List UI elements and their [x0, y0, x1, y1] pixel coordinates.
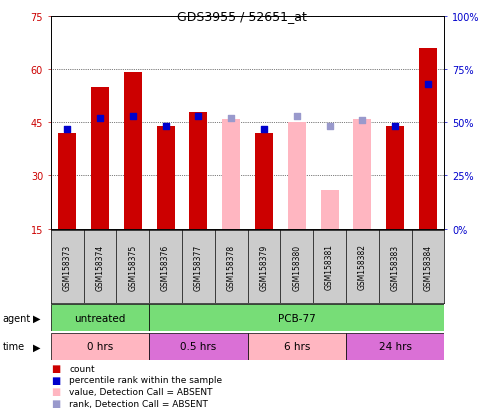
Bar: [91, 88, 109, 229]
Bar: [58, 133, 76, 229]
Bar: [156, 126, 174, 229]
Text: GSM158384: GSM158384: [424, 244, 432, 290]
Text: GDS3955 / 52651_at: GDS3955 / 52651_at: [177, 10, 306, 23]
Bar: [419, 48, 437, 229]
Text: ■: ■: [51, 387, 60, 396]
Bar: [354, 119, 371, 229]
Bar: [51, 304, 149, 332]
Text: GSM158373: GSM158373: [63, 244, 71, 290]
Point: [96, 115, 104, 122]
Point: [63, 126, 71, 133]
Bar: [51, 333, 149, 360]
Text: untreated: untreated: [74, 313, 126, 323]
Text: GSM158380: GSM158380: [292, 244, 301, 290]
Bar: [321, 190, 339, 229]
Point: [326, 124, 333, 131]
Text: rank, Detection Call = ABSENT: rank, Detection Call = ABSENT: [69, 399, 208, 408]
Point: [129, 113, 137, 120]
Text: 6 hrs: 6 hrs: [284, 342, 310, 351]
Point: [293, 113, 300, 120]
Bar: [386, 126, 404, 229]
Text: GSM158383: GSM158383: [391, 244, 399, 290]
Text: time: time: [2, 342, 25, 351]
Bar: [222, 119, 240, 229]
Text: 0 hrs: 0 hrs: [87, 342, 113, 351]
Bar: [124, 73, 142, 229]
Text: GSM158376: GSM158376: [161, 244, 170, 290]
Bar: [288, 123, 306, 229]
Text: percentile rank within the sample: percentile rank within the sample: [69, 375, 222, 385]
Point: [195, 113, 202, 120]
Bar: [149, 333, 247, 360]
Point: [391, 124, 399, 131]
Text: GSM158382: GSM158382: [358, 244, 367, 290]
Text: GSM158374: GSM158374: [96, 244, 104, 290]
Text: PCB-77: PCB-77: [278, 313, 315, 323]
Point: [162, 124, 170, 131]
Text: count: count: [69, 364, 95, 373]
Text: GSM158379: GSM158379: [259, 244, 269, 290]
Bar: [149, 304, 444, 332]
Point: [260, 126, 268, 133]
Text: value, Detection Call = ABSENT: value, Detection Call = ABSENT: [69, 387, 213, 396]
Point: [424, 81, 432, 88]
Bar: [189, 112, 207, 229]
Text: GSM158381: GSM158381: [325, 244, 334, 290]
Text: ▶: ▶: [33, 313, 41, 323]
Text: GSM158375: GSM158375: [128, 244, 137, 290]
Bar: [346, 333, 444, 360]
Text: agent: agent: [2, 313, 30, 323]
Text: ▶: ▶: [33, 342, 41, 351]
Text: ■: ■: [51, 398, 60, 408]
Text: ■: ■: [51, 363, 60, 373]
Point: [227, 115, 235, 122]
Point: [358, 117, 366, 124]
Text: 0.5 hrs: 0.5 hrs: [180, 342, 216, 351]
Bar: [247, 333, 346, 360]
Text: GSM158378: GSM158378: [227, 244, 236, 290]
Text: ■: ■: [51, 375, 60, 385]
Text: GSM158377: GSM158377: [194, 244, 203, 290]
Text: 24 hrs: 24 hrs: [379, 342, 412, 351]
Bar: [255, 133, 273, 229]
